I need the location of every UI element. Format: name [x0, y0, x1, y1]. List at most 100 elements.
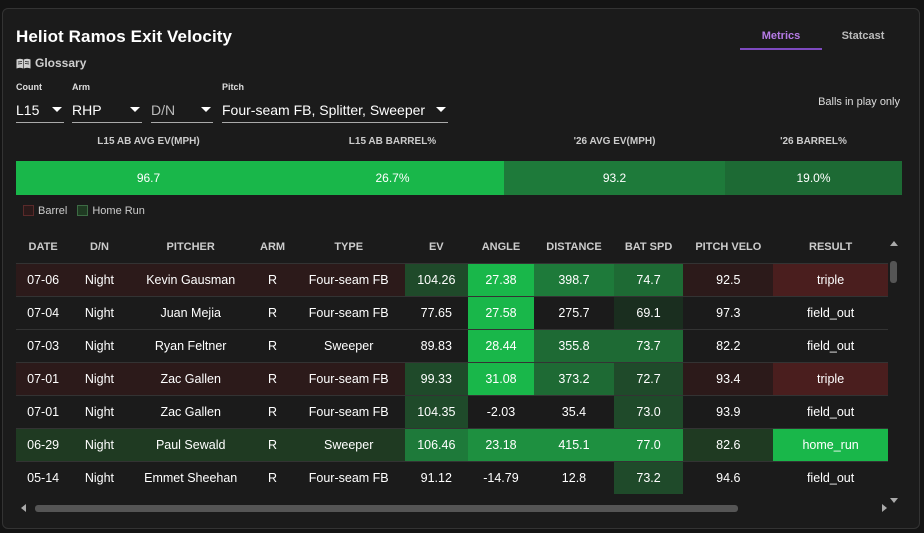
pitcher-cell: Ryan Feltner: [128, 328, 253, 362]
col-result[interactable]: RESULT: [809, 240, 853, 253]
ev-cell: 106.46: [405, 427, 468, 461]
angle-cell: -2.03: [467, 394, 535, 428]
arm-cell: R: [252, 361, 293, 395]
glossary-link[interactable]: Glossary: [16, 56, 86, 70]
summary-values: 96.7 26.7% 93.2 19.0%: [16, 161, 902, 195]
bat-spd-cell: 77.0: [613, 427, 684, 461]
col-angle[interactable]: ANGLE: [481, 240, 521, 253]
pitcher-cell: Paul Sewald: [128, 427, 253, 461]
pitch-velo-cell: 97.3: [683, 295, 774, 329]
col-type[interactable]: TYPE: [334, 240, 364, 253]
summary-value-l15-barrel: 26.7%: [281, 161, 504, 195]
date-cell: 05-14: [16, 460, 71, 494]
batted-balls-table-wrap[interactable]: DATE D/N PITCHER ARM TYPE EV ANGLE DISTA…: [16, 231, 888, 501]
type-cell: Four-seam FB: [292, 394, 406, 428]
table-row[interactable]: 07-03 Night Ryan Feltner R Sweeper 89.83 28.44…: [16, 328, 888, 362]
arm-cell: R: [252, 328, 293, 362]
bat-spd-cell: 72.7: [613, 361, 684, 395]
result-cell: field_out: [773, 460, 888, 494]
table-row[interactable]: 07-01 Night Zac Gallen R Four-seam FB 104.35-…: [16, 394, 888, 428]
col-bat-spd[interactable]: BAT SPD: [624, 240, 673, 253]
bat-spd-cell: 74.7: [613, 262, 684, 296]
legend-home-run-label: Home Run: [92, 205, 145, 217]
scroll-right-arrow-icon[interactable]: [882, 504, 887, 512]
angle-cell: 27.38: [467, 262, 535, 296]
bat-spd-cell: 73.7: [613, 328, 684, 362]
ev-cell: 104.35: [405, 394, 468, 428]
dn-cell: Night: [70, 295, 129, 329]
ev-cell: 104.26: [405, 262, 468, 296]
distance-cell: 415.1: [534, 427, 614, 461]
legend-barrel: Barrel: [23, 205, 67, 217]
dn-cell: Night: [70, 361, 129, 395]
chevron-down-icon: [52, 107, 62, 112]
bat-spd-cell: 69.1: [613, 295, 684, 329]
arm-cell: R: [252, 394, 293, 428]
chevron-down-icon: [130, 107, 140, 112]
pitcher-cell: Zac Gallen: [128, 361, 253, 395]
vertical-scroll-thumb[interactable]: [890, 261, 897, 283]
horizontal-scroll-thumb[interactable]: [35, 505, 738, 512]
pitcher-cell: Emmet Sheehan: [128, 460, 253, 494]
legend-barrel-label: Barrel: [38, 205, 68, 217]
pitch-velo-cell: 93.4: [683, 361, 774, 395]
count-select[interactable]: L15: [16, 97, 64, 123]
result-cell: triple: [773, 262, 888, 296]
table-row[interactable]: 06-29 Night Paul Sewald R Sweeper 106.46 23.18…: [16, 427, 888, 461]
distance-cell: 373.2: [534, 361, 614, 395]
pitch-velo-cell: 94.6: [683, 460, 774, 494]
col-arm[interactable]: ARM: [260, 240, 286, 253]
count-filter-label: Count: [16, 82, 42, 92]
summary-value-l15-ev: 96.7: [16, 161, 281, 195]
arm-select[interactable]: RHP: [72, 97, 142, 123]
col-pitcher[interactable]: PITCHER: [166, 240, 215, 253]
table-header-row: DATE D/N PITCHER ARM TYPE EV ANGLE DISTA…: [16, 231, 888, 263]
dn-cell: Night: [70, 328, 129, 362]
home-run-swatch: [77, 205, 89, 216]
tab-metrics[interactable]: Metrics: [740, 30, 822, 50]
summary-value-season-barrel: 19.0%: [725, 161, 902, 195]
pitch-filter-label: Pitch: [222, 82, 245, 92]
legend-home-run: Home Run: [77, 205, 145, 217]
tab-statcast[interactable]: Statcast: [841, 30, 885, 42]
table-row[interactable]: 07-06 Night Kevin Gausman R Four-seam FB 104.…: [16, 262, 888, 296]
view-tabs: Metrics Statcast: [740, 30, 904, 50]
dn-cell: Night: [70, 262, 129, 296]
table-row[interactable]: 07-01 Night Zac Gallen R Four-seam FB 99.33 31…: [16, 361, 888, 395]
table-row[interactable]: 07-04 Night Juan Mejia R Four-seam FB 77.65 27…: [16, 295, 888, 329]
col-dn[interactable]: D/N: [89, 240, 109, 253]
exit-velocity-card: Heliot Ramos Exit Velocity Glossary Metr…: [2, 8, 920, 529]
count-select-value: L15: [16, 101, 40, 118]
date-cell: 07-04: [16, 295, 71, 329]
table-row[interactable]: 05-14 Night Emmet Sheehan R Four-seam FB 91.1…: [16, 460, 888, 494]
scroll-down-arrow-icon[interactable]: [890, 498, 898, 503]
arm-cell: R: [252, 262, 293, 296]
ev-cell: 91.12: [405, 460, 468, 494]
type-cell: Four-seam FB: [292, 460, 406, 494]
angle-cell: 28.44: [467, 328, 535, 362]
col-date[interactable]: DATE: [28, 240, 58, 253]
chevron-down-icon: [436, 107, 446, 112]
scroll-left-arrow-icon[interactable]: [21, 504, 26, 512]
date-cell: 07-03: [16, 328, 71, 362]
ev-cell: 77.65: [405, 295, 468, 329]
day-night-select[interactable]: D/N: [151, 97, 213, 123]
distance-cell: 398.7: [534, 262, 614, 296]
arm-cell: R: [252, 460, 293, 494]
col-distance[interactable]: DISTANCE: [546, 240, 602, 253]
legend: Barrel Home Run: [23, 205, 145, 217]
pitcher-cell: Zac Gallen: [128, 394, 253, 428]
distance-cell: 355.8: [534, 328, 614, 362]
date-cell: 07-01: [16, 361, 71, 395]
date-cell: 06-29: [16, 427, 71, 461]
scroll-up-arrow-icon[interactable]: [890, 241, 898, 246]
summary-header-l15-barrel: L15 AB BARREL%: [348, 136, 437, 147]
col-pitch-velo[interactable]: PITCH VELO: [695, 240, 762, 253]
horizontal-scrollbar[interactable]: [21, 503, 887, 513]
pitcher-cell: Juan Mejia: [128, 295, 253, 329]
col-ev[interactable]: EV: [428, 240, 444, 253]
vertical-scrollbar[interactable]: [889, 241, 899, 503]
bat-spd-cell: 73.2: [613, 460, 684, 494]
pitch-select[interactable]: Four-seam FB, Splitter, Sweeper: [222, 97, 448, 123]
balls-in-play-label: Balls in play only: [818, 96, 900, 108]
